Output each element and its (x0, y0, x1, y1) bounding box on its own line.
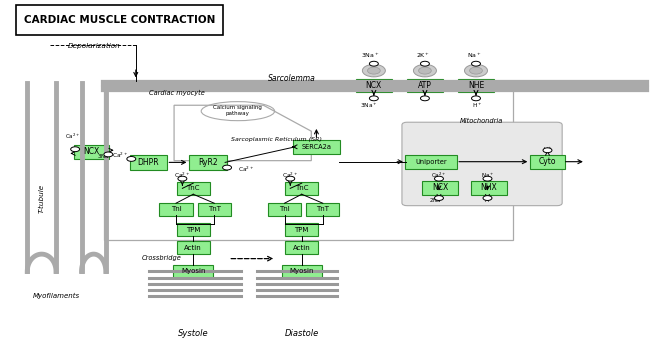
FancyBboxPatch shape (285, 182, 318, 195)
Circle shape (367, 67, 380, 74)
Text: TnC: TnC (295, 185, 309, 191)
Circle shape (421, 96, 430, 101)
Circle shape (543, 148, 552, 153)
Circle shape (369, 61, 378, 66)
Text: TnT: TnT (316, 206, 329, 212)
Circle shape (419, 67, 432, 74)
Text: NCX: NCX (432, 183, 449, 192)
Circle shape (71, 147, 79, 152)
Text: TnT: TnT (208, 206, 221, 212)
FancyBboxPatch shape (405, 155, 458, 169)
Text: Ca$^{2+}$: Ca$^{2+}$ (174, 171, 191, 180)
Text: Diastole: Diastole (284, 329, 319, 338)
Text: Ca$^{2+}$: Ca$^{2+}$ (65, 132, 80, 141)
Text: Myosin: Myosin (290, 268, 314, 274)
Circle shape (434, 196, 443, 200)
FancyBboxPatch shape (198, 202, 231, 216)
Circle shape (469, 67, 482, 74)
Text: TPM: TPM (186, 227, 201, 233)
Text: Ca$^{2+}$: Ca$^{2+}$ (282, 171, 298, 180)
FancyBboxPatch shape (16, 5, 223, 35)
Text: Na$^+$: Na$^+$ (481, 171, 494, 180)
Text: TnI: TnI (171, 206, 182, 212)
Circle shape (471, 96, 480, 101)
Text: H$^+$: H$^+$ (472, 101, 482, 110)
Text: Cyto: Cyto (539, 157, 556, 166)
Text: Ca$^{2+}$: Ca$^{2+}$ (112, 151, 128, 160)
FancyBboxPatch shape (268, 202, 301, 216)
Text: 3Na$^+$: 3Na$^+$ (98, 152, 114, 161)
Circle shape (483, 196, 492, 200)
Text: Actin: Actin (293, 245, 311, 251)
Circle shape (434, 176, 443, 181)
FancyBboxPatch shape (189, 155, 227, 170)
Text: H$^+$: H$^+$ (542, 145, 553, 154)
Text: Myosin: Myosin (181, 268, 206, 274)
Text: SERCA2a: SERCA2a (301, 144, 331, 150)
Text: Sarcolemma: Sarcolemma (268, 74, 316, 83)
Text: Crossbridge: Crossbridge (142, 255, 182, 261)
Circle shape (178, 176, 187, 181)
FancyBboxPatch shape (407, 79, 443, 92)
FancyBboxPatch shape (176, 241, 210, 254)
Circle shape (363, 65, 385, 77)
Text: Depolarization: Depolarization (68, 43, 120, 50)
Text: H$^+$: H$^+$ (484, 196, 493, 205)
FancyBboxPatch shape (176, 182, 210, 195)
Circle shape (483, 176, 492, 181)
Text: NHX: NHX (480, 183, 497, 192)
Circle shape (421, 61, 430, 66)
Text: Ca$^{2+}$: Ca$^{2+}$ (432, 171, 447, 180)
FancyBboxPatch shape (285, 223, 318, 237)
Text: RyR2: RyR2 (198, 158, 217, 167)
Text: NHE: NHE (468, 81, 484, 90)
Circle shape (127, 156, 136, 161)
Text: Sarcoplasmic Reticulum (SR): Sarcoplasmic Reticulum (SR) (230, 138, 322, 142)
FancyBboxPatch shape (530, 155, 565, 169)
Text: Cardiac myocyte: Cardiac myocyte (148, 90, 204, 96)
Text: 2Na$^+$: 2Na$^+$ (429, 196, 445, 205)
FancyBboxPatch shape (285, 241, 318, 254)
FancyBboxPatch shape (293, 140, 340, 154)
FancyBboxPatch shape (130, 155, 167, 170)
Text: NCX: NCX (83, 148, 100, 156)
Text: 3Na$^+$: 3Na$^+$ (361, 51, 380, 59)
Text: Ca$^{2+}$: Ca$^{2+}$ (238, 165, 254, 174)
Circle shape (369, 96, 378, 101)
Text: TPM: TPM (294, 227, 309, 233)
FancyBboxPatch shape (356, 79, 392, 92)
Circle shape (465, 65, 488, 77)
Text: Uniporter: Uniporter (415, 159, 447, 165)
FancyBboxPatch shape (176, 223, 210, 237)
Circle shape (286, 176, 295, 181)
Text: NCX: NCX (366, 81, 382, 90)
FancyBboxPatch shape (173, 265, 213, 279)
FancyBboxPatch shape (458, 79, 494, 92)
FancyBboxPatch shape (422, 181, 458, 195)
Text: TnI: TnI (279, 206, 290, 212)
Text: DHPR: DHPR (138, 158, 159, 167)
Text: Actin: Actin (184, 245, 202, 251)
Text: Calcium signaling
pathway: Calcium signaling pathway (214, 105, 262, 116)
Circle shape (104, 152, 113, 157)
Circle shape (471, 61, 480, 66)
Text: 2K$^+$: 2K$^+$ (416, 51, 430, 59)
FancyBboxPatch shape (402, 122, 562, 206)
Text: TnC: TnC (186, 185, 200, 191)
Text: T-tubule: T-tubule (39, 184, 45, 213)
FancyBboxPatch shape (282, 265, 322, 279)
Circle shape (223, 165, 232, 170)
FancyBboxPatch shape (306, 202, 339, 216)
Circle shape (413, 65, 436, 77)
Text: Na$^+$: Na$^+$ (467, 51, 482, 59)
Text: ATP: ATP (418, 81, 432, 90)
Text: Systole: Systole (178, 329, 208, 338)
FancyBboxPatch shape (471, 181, 506, 195)
FancyBboxPatch shape (74, 145, 109, 159)
Text: Myofilaments: Myofilaments (33, 293, 79, 299)
Text: CARDIAC MUSCLE CONTRACTION: CARDIAC MUSCLE CONTRACTION (24, 15, 215, 25)
FancyBboxPatch shape (159, 202, 193, 216)
Text: Mitochondria: Mitochondria (460, 118, 503, 124)
Text: 3Na$^+$: 3Na$^+$ (360, 101, 378, 110)
